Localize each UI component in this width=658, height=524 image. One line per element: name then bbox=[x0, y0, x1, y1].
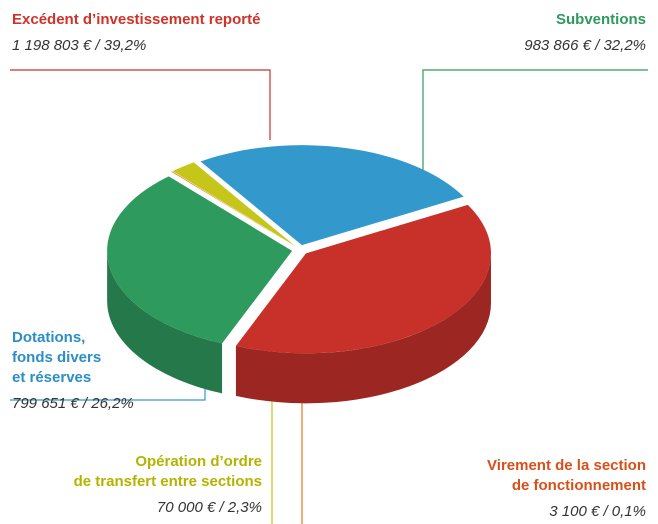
slice-label: de fonctionnement bbox=[512, 477, 646, 494]
leader-line bbox=[422, 69, 648, 180]
slice-value-label: 1 198 803 € / 39,2% bbox=[12, 37, 146, 54]
slice-value-label: 983 866 € / 32,2% bbox=[524, 37, 646, 54]
slice-label: et réserves bbox=[12, 369, 91, 386]
pie-slice bbox=[171, 171, 295, 247]
pie-sides bbox=[107, 250, 491, 404]
slice-value-label: 70 000 € / 2,3% bbox=[157, 499, 262, 516]
slice-value-label: 3 100 € / 0,1% bbox=[549, 503, 646, 520]
pie-slice bbox=[235, 204, 491, 354]
slice-label: Excédent d’investissement reporté bbox=[12, 11, 260, 28]
pie-tops bbox=[107, 145, 491, 354]
slice-label: fonds divers bbox=[12, 349, 101, 366]
leader-lines bbox=[10, 69, 648, 524]
leader-line bbox=[10, 69, 271, 140]
slice-label: Subventions bbox=[556, 11, 646, 28]
pie-slice bbox=[200, 145, 464, 246]
pie-slice bbox=[107, 176, 293, 344]
pie-slice-side bbox=[235, 253, 491, 404]
pie-slice-side bbox=[107, 250, 223, 394]
slice-label: Dotations, bbox=[12, 329, 85, 346]
slice-label: Opération d’ordre bbox=[135, 453, 262, 470]
pie-slice bbox=[172, 162, 296, 247]
slice-label: de transfert entre sections bbox=[74, 473, 262, 490]
slice-value-label: 799 651 € / 26,2% bbox=[12, 395, 134, 412]
slice-label: Virement de la section bbox=[487, 457, 646, 474]
